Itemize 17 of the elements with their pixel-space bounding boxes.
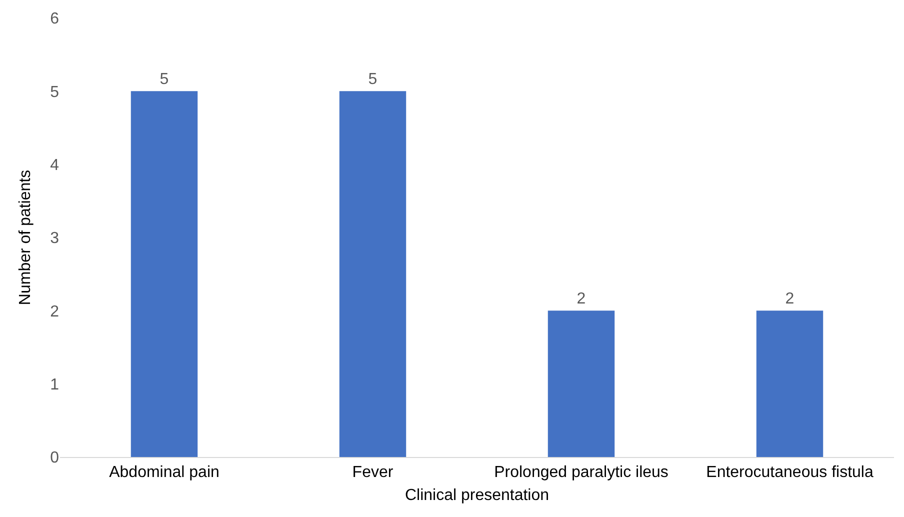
y-tick-label: 4 — [50, 156, 60, 174]
y-tick-label: 1 — [50, 376, 60, 394]
y-tick-label: 0 — [50, 450, 60, 467]
data-label: 2 — [785, 290, 794, 308]
x-tick-label: Prolonged paralytic ileus — [494, 464, 668, 482]
data-label: 5 — [368, 71, 378, 88]
data-label: 5 — [160, 71, 169, 88]
x-tick-label: Abdominal pain — [109, 464, 220, 482]
y-tick-label: 3 — [50, 230, 60, 248]
x-tick-label: Enterocutaneous fistula — [706, 464, 874, 482]
y-tick-label: 2 — [50, 303, 60, 320]
y-tick-label: 6 — [50, 10, 60, 28]
y-tick-label: 5 — [50, 84, 60, 101]
data-label: 2 — [576, 290, 586, 308]
x-axis-title: Clinical presentation — [404, 486, 550, 504]
x-tick-label: Fever — [352, 464, 394, 482]
y-axis-title: Number of patients — [16, 170, 34, 306]
